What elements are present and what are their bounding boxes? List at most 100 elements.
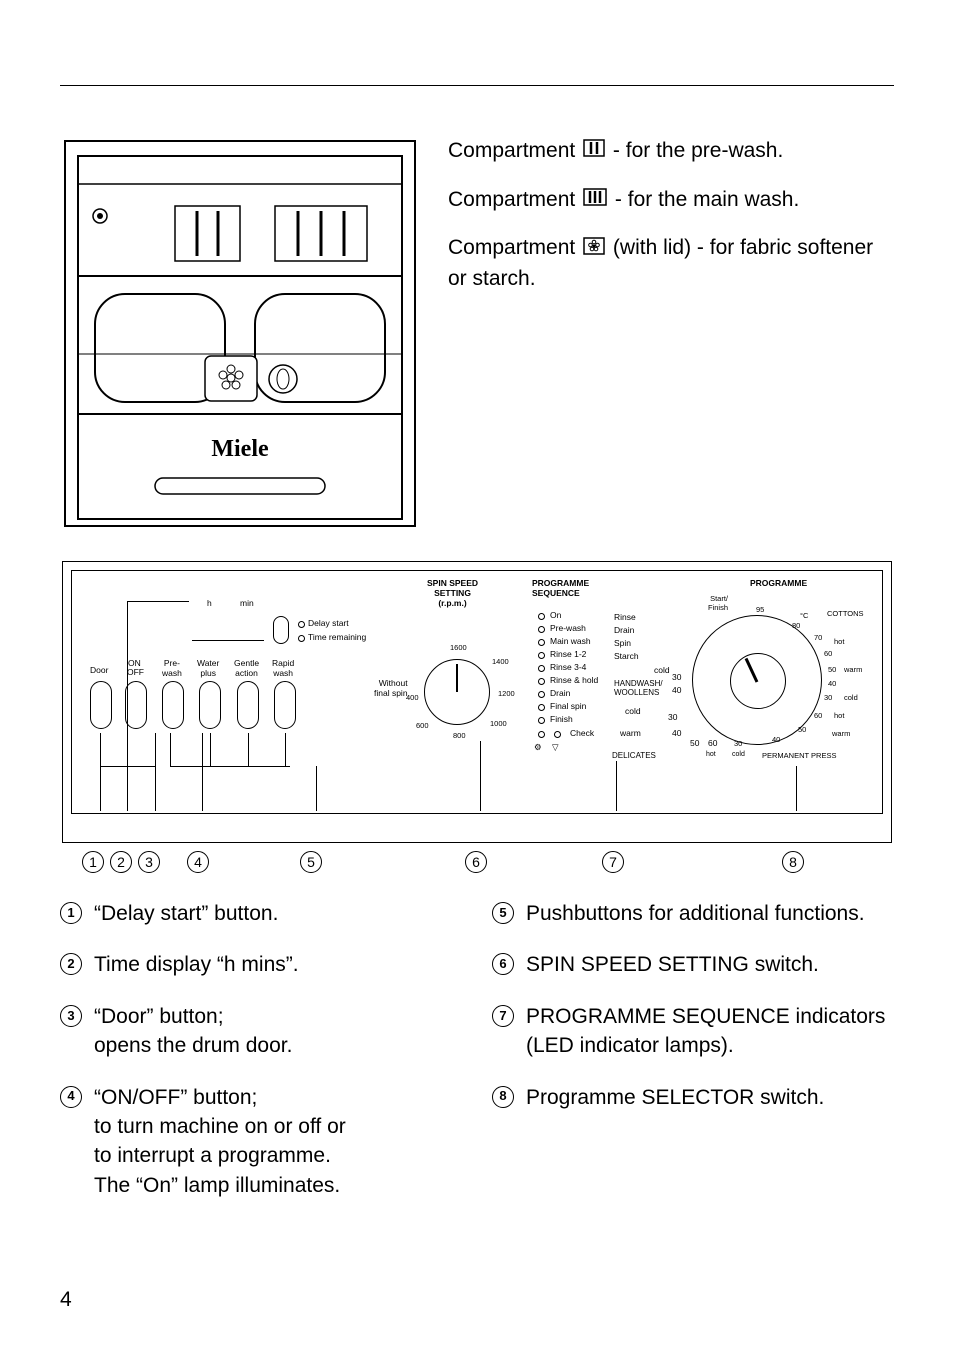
r-drain: Drain: [614, 626, 634, 636]
gentle-label: Gentle action: [234, 659, 259, 679]
delicates: DELICATES: [612, 751, 656, 760]
without-spin: Without final spin: [374, 679, 408, 699]
prog-title: PROGRAMME: [750, 579, 807, 589]
perm-press: PERMANENT PRESS: [762, 751, 836, 760]
r-30b: 30: [668, 713, 677, 723]
pwarm2: warm: [832, 729, 850, 738]
r-handwash: HANDWASH/ WOOLLENS: [614, 679, 663, 697]
desc-text: “Door” button; opens the drum door.: [94, 1002, 292, 1061]
callout-5: 5: [300, 851, 322, 873]
tap-icon: ⚙: [534, 743, 542, 753]
t800: 800: [453, 731, 466, 740]
callout-4: 4: [187, 851, 209, 873]
door-button[interactable]: [90, 681, 112, 729]
delay-start-led: [298, 621, 305, 628]
rapid-button[interactable]: [274, 681, 296, 729]
prewash-label: Pre- wash: [162, 659, 182, 679]
t1000: 1000: [490, 719, 507, 728]
pwarm1: warm: [844, 665, 862, 674]
min-label: min: [240, 599, 254, 609]
desc-text: PROGRAMME SEQUENCE indicators (LED indic…: [526, 1002, 894, 1061]
desc-num: 4: [60, 1086, 82, 1108]
desc-item-6: 6 SPIN SPEED SETTING switch.: [492, 950, 894, 979]
desc-num: 8: [492, 1086, 514, 1108]
desc-num: 5: [492, 902, 514, 924]
header-rule: [60, 85, 894, 86]
callout-row: 12345678: [62, 851, 892, 881]
start-finish: Start/ Finish: [708, 595, 728, 612]
control-panel-diagram: h min Delay start Time remaining Door ON…: [62, 561, 892, 843]
callout-3: 3: [138, 851, 160, 873]
desc-text: Programme SELECTOR switch.: [526, 1083, 824, 1112]
comp1-pre: Compartment: [448, 139, 575, 162]
three-bars-icon: [583, 185, 607, 215]
seq-rh: Rinse & hold: [550, 676, 598, 686]
descriptions: 1“Delay start” button.2Time display “h m…: [60, 899, 894, 1222]
desc-item-3: 3 “Door” button; opens the drum door.: [60, 1002, 462, 1061]
r-hot: hot: [706, 751, 716, 759]
t1400: 1400: [492, 657, 509, 666]
desc-item-1: 1“Delay start” button.: [60, 899, 462, 928]
seq-on: On: [550, 611, 561, 621]
door-label: Door: [90, 666, 108, 676]
callout-6: 6: [465, 851, 487, 873]
r-40a: 40: [672, 686, 681, 696]
comp2-post: - for the main wash.: [615, 188, 799, 211]
desc-item-7: 7 PROGRAMME SEQUENCE indicators (LED indi…: [492, 1002, 894, 1061]
delay-start-small-btn[interactable]: [273, 616, 289, 644]
spin-title: SPIN SPEEDSETTING(r.p.m.): [427, 579, 478, 608]
desc-num: 6: [492, 953, 514, 975]
on-off-button[interactable]: [125, 681, 147, 729]
p30b: 30: [734, 739, 742, 748]
seq-prewash: Pre-wash: [550, 624, 586, 634]
desc-text: “Delay start” button.: [94, 899, 278, 928]
r-cold2: cold: [625, 707, 641, 717]
time-remaining-led: [298, 635, 305, 642]
desc-text: “ON/OFF” button; to turn machine on or o…: [94, 1083, 346, 1201]
t1600: 1600: [450, 643, 467, 652]
prewash-button[interactable]: [162, 681, 184, 729]
p60b: 60: [814, 711, 822, 720]
r-60: 60: [708, 739, 717, 749]
r-30a: 30: [672, 673, 681, 683]
desc-num: 3: [60, 1005, 82, 1027]
waterplus-button[interactable]: [199, 681, 221, 729]
p40: 40: [828, 679, 836, 688]
brand-text: Miele: [211, 436, 269, 462]
p60: 60: [824, 649, 832, 658]
desc-num: 7: [492, 1005, 514, 1027]
waterplus-label: Water plus: [197, 659, 219, 679]
compartment-descriptions: Compartment - for the pre-wash. Compartm…: [448, 136, 894, 312]
r-40b: 40: [672, 729, 681, 739]
p95: 95: [756, 605, 764, 614]
callout-7: 7: [602, 851, 624, 873]
flower-icon: [583, 234, 605, 264]
gentle-button[interactable]: [237, 681, 259, 729]
r-cold1: cold: [654, 666, 670, 676]
r-spin: Spin: [614, 639, 631, 649]
r-warm: warm: [620, 729, 641, 739]
h-label: h: [207, 599, 212, 609]
pcold1: cold: [844, 693, 858, 702]
desc-text: Pushbuttons for additional functions.: [526, 899, 865, 928]
cottons: COTTONS: [827, 609, 864, 618]
t400: 400: [406, 693, 419, 702]
phot1: hot: [834, 637, 844, 646]
phot2: hot: [834, 711, 844, 720]
comp3-pre: Compartment: [448, 236, 575, 259]
spin-knob[interactable]: [424, 659, 490, 725]
seq-drain: Drain: [550, 689, 570, 699]
p80: 80: [792, 621, 800, 630]
desc-item-5: 5 Pushbuttons for additional functions.: [492, 899, 894, 928]
two-bars-icon: [583, 136, 605, 166]
desc-num: 2: [60, 953, 82, 975]
r-starch: Starch: [614, 652, 639, 662]
desc-text: SPIN SPEED SETTING switch.: [526, 950, 819, 979]
seq-r34: Rinse 3-4: [550, 663, 586, 673]
time-display: [192, 613, 264, 641]
comp1-post: - for the pre-wash.: [613, 139, 783, 162]
r-50: 50: [690, 739, 699, 749]
p70: 70: [814, 633, 822, 642]
seq-check: Check: [570, 729, 594, 739]
top-section: Miele Compartment - for the pre-wash. Co…: [60, 136, 894, 531]
